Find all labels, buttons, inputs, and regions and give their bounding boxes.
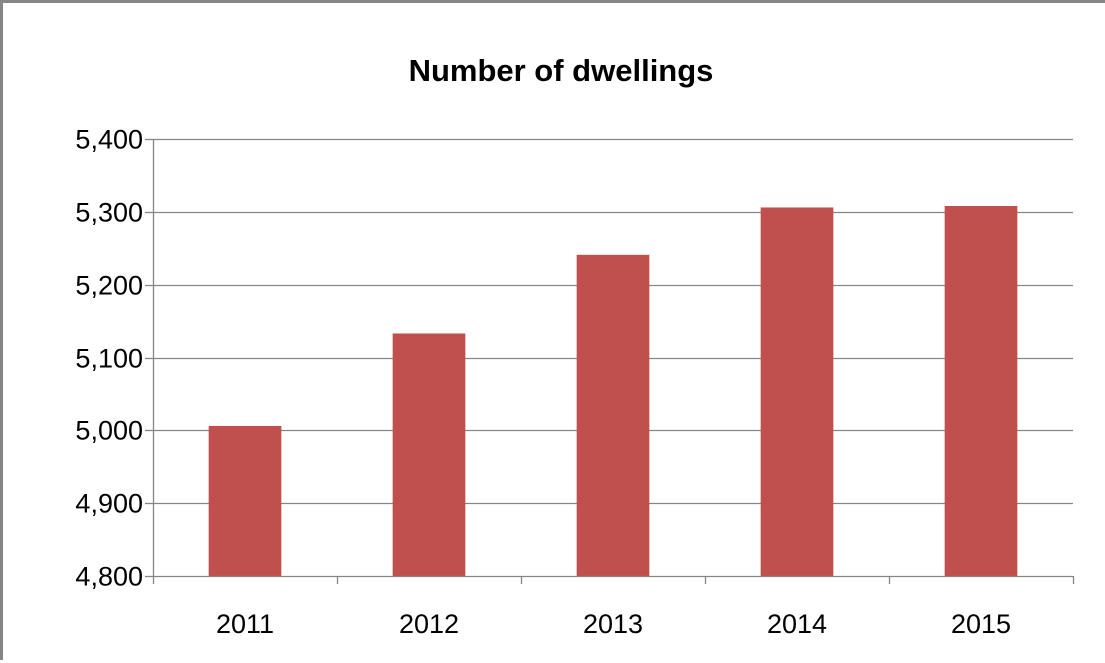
y-tick-label: 5,000 <box>75 416 143 446</box>
y-tick-label: 4,900 <box>75 489 143 519</box>
bar-2014 <box>760 207 834 577</box>
bar-2013 <box>576 254 650 576</box>
x-tick-label: 2011 <box>216 609 274 639</box>
bars <box>208 206 1018 577</box>
y-tick-label: 4,800 <box>75 562 143 592</box>
chart-title: Number of dwellings <box>409 53 714 88</box>
x-tick-label: 2012 <box>399 609 459 639</box>
x-tick-label: 2015 <box>951 609 1011 639</box>
y-tick-labels: 4,800 4,900 5,000 5,100 5,200 5,300 5,400 <box>75 125 143 592</box>
x-tick-labels: 2011 2012 2013 2014 2015 <box>216 609 1011 639</box>
y-tick-label: 5,200 <box>75 271 143 301</box>
bar-2015 <box>944 206 1018 577</box>
x-tick-label: 2013 <box>583 609 643 639</box>
axes <box>145 138 1075 584</box>
y-tick-label: 5,300 <box>75 198 143 228</box>
y-tick-label: 5,100 <box>75 344 143 374</box>
bar-2012 <box>392 333 466 576</box>
bar-chart: Number of dwellings 4,800 4,900 5,000 5,100… <box>75 53 1075 639</box>
y-tick-label: 5,400 <box>75 125 143 155</box>
x-tick-label: 2014 <box>767 609 827 639</box>
bar-2011 <box>208 425 282 576</box>
